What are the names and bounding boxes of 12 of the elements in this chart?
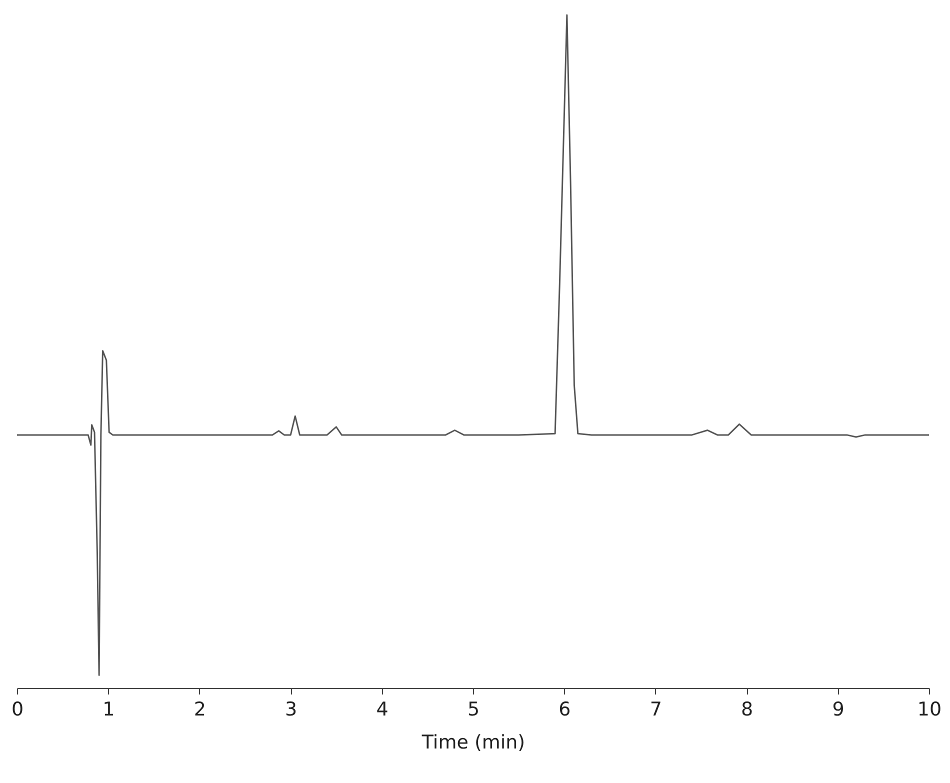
x-tick-label: 1 <box>102 698 115 720</box>
x-tick-label: 4 <box>376 698 388 720</box>
x-tick-label: 10 <box>917 698 942 720</box>
x-tick-label: 7 <box>650 698 662 720</box>
x-tick-label: 6 <box>558 698 571 720</box>
x-tick-label: 2 <box>194 698 206 720</box>
x-tick-label: 3 <box>285 698 298 720</box>
x-tick-label: 5 <box>467 698 480 720</box>
x-tick-label: 0 <box>11 698 24 720</box>
x-tick-label: 8 <box>741 698 754 720</box>
x-axis-title: Time (min) <box>420 732 526 754</box>
x-tick-label: 9 <box>832 698 844 720</box>
